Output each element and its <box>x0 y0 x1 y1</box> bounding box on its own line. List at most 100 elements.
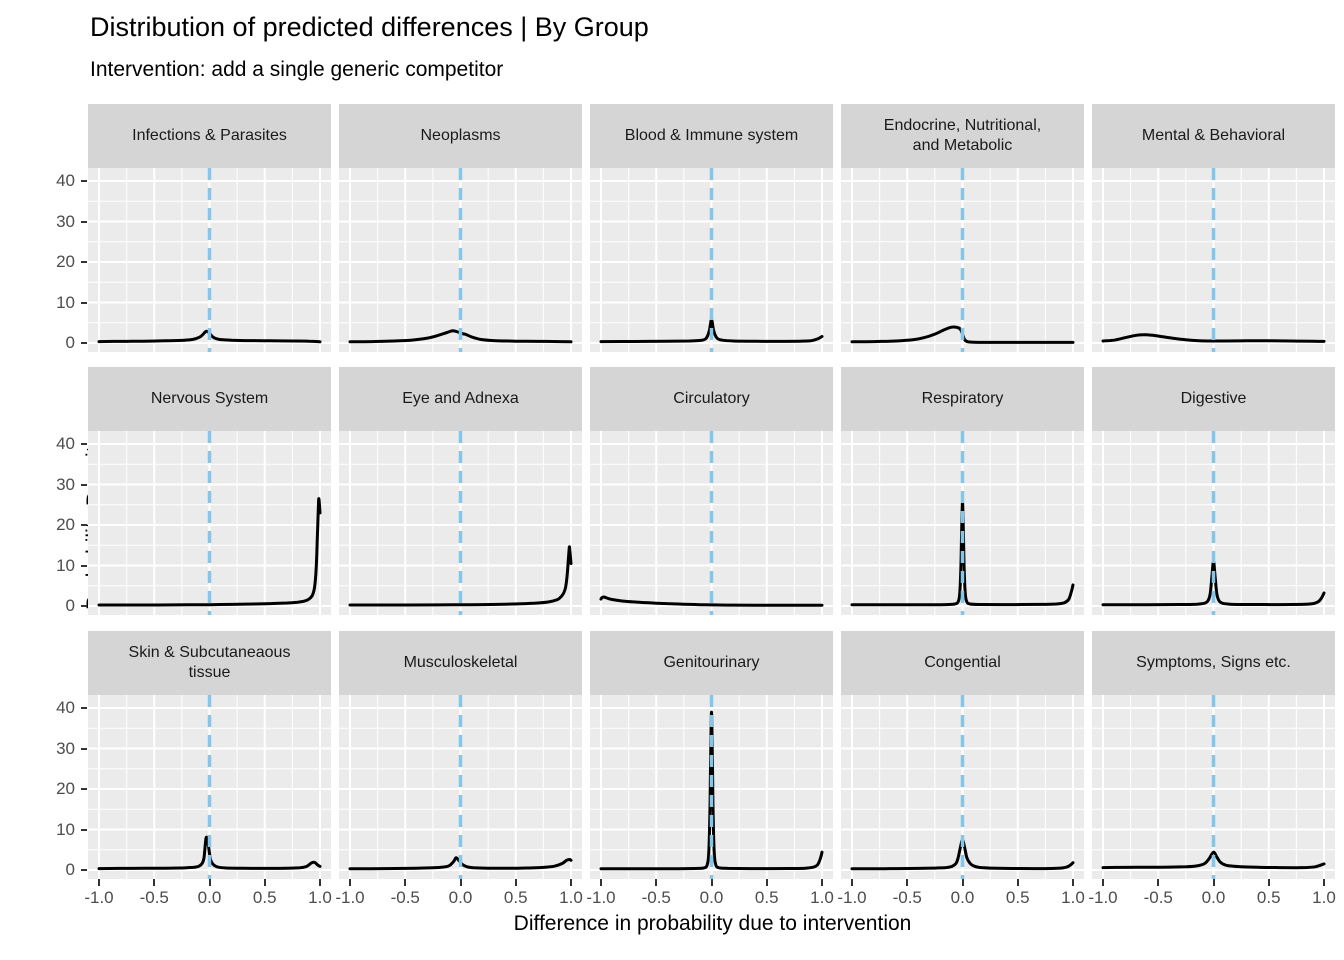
x-tick-mark <box>263 879 266 886</box>
facet-panel <box>88 695 331 879</box>
chart-title: Distribution of predicted differences | … <box>90 12 649 42</box>
x-tick-label: 0.0 <box>448 888 473 907</box>
x-tick-mark <box>514 879 517 886</box>
x-tick-label: 0.5 <box>252 888 277 907</box>
facet-plot <box>841 431 1084 615</box>
y-tick-label: 10 <box>56 292 75 312</box>
x-tick-mark <box>710 879 713 886</box>
chart-subtitle: Intervention: add a single generic compe… <box>90 58 504 81</box>
x-tick-label: -0.5 <box>892 888 922 907</box>
x-tick-label: -1.0 <box>1088 888 1118 907</box>
x-tick-mark <box>570 879 572 886</box>
facet-panel <box>88 168 331 352</box>
facet-strip: Circulatory <box>590 367 833 431</box>
y-tick-label: 10 <box>56 555 75 575</box>
y-tick-mark <box>81 524 87 526</box>
x-tick-label: 0.0 <box>197 888 222 907</box>
facet-plot <box>88 695 331 879</box>
facet-panel <box>339 168 582 352</box>
x-tick-mark <box>821 879 823 886</box>
x-tick-label: 1.0 <box>1061 888 1085 907</box>
x-tick-label: 0.5 <box>754 888 779 907</box>
facet-panel <box>1092 431 1335 615</box>
x-tick-mark <box>765 879 768 886</box>
facet-plot <box>1092 695 1335 879</box>
x-tick-mark <box>1157 879 1160 886</box>
x-tick-label: 1.0 <box>1312 888 1336 907</box>
facet-strip: Endocrine, Nutritional, and Metabolic <box>841 104 1084 168</box>
x-tick-mark <box>851 879 853 886</box>
y-tick-mark <box>81 261 87 263</box>
x-tick-mark <box>1267 879 1270 886</box>
x-tick-mark <box>906 879 909 886</box>
facet-plot <box>1092 431 1335 615</box>
density-curve <box>348 856 573 871</box>
y-tick-label: 40 <box>56 698 75 717</box>
x-tick-label: 0.5 <box>503 888 528 907</box>
facet-panel <box>841 695 1084 879</box>
x-tick-label: -1.0 <box>837 888 867 907</box>
x-tick-mark <box>349 879 351 886</box>
facet-panel <box>339 431 582 615</box>
facet-plot <box>339 695 582 879</box>
x-tick-mark <box>1212 879 1215 886</box>
x-tick-label: -0.5 <box>390 888 420 907</box>
facet-strip: Nervous System <box>88 367 331 431</box>
facet-plot <box>841 168 1084 352</box>
y-tick-mark <box>81 564 87 567</box>
facet-panel <box>841 168 1084 352</box>
facet-strip: Skin & Subcutaneaous tissue <box>88 631 331 695</box>
x-tick-mark <box>1102 879 1104 886</box>
x-tick-label: 0.5 <box>1256 888 1281 907</box>
facet-panel <box>1092 695 1335 879</box>
density-curve <box>599 595 824 607</box>
x-tick-label: 1.0 <box>559 888 583 907</box>
y-tick-mark <box>81 342 87 344</box>
density-curve <box>1101 333 1326 343</box>
x-tick-label: -1.0 <box>586 888 616 907</box>
y-tick-mark <box>81 443 87 445</box>
y-tick-label: 20 <box>56 252 75 271</box>
x-tick-label: -0.5 <box>139 888 169 907</box>
facet-strip: Symptoms, Signs etc. <box>1092 631 1335 695</box>
facet-panel <box>841 431 1084 615</box>
x-tick-mark <box>961 879 964 886</box>
facet-plot <box>339 168 582 352</box>
y-tick-label: 30 <box>56 211 75 231</box>
y-tick-mark <box>81 788 87 790</box>
x-tick-label: 1.0 <box>810 888 834 907</box>
density-curve <box>1101 559 1326 607</box>
density-curve <box>97 835 322 871</box>
x-tick-mark <box>319 879 321 886</box>
y-tick-label: 20 <box>56 515 75 534</box>
facet-strip: Genitourinary <box>590 631 833 695</box>
x-tick-mark <box>98 879 100 886</box>
x-tick-mark <box>600 879 602 886</box>
facet-plot <box>88 168 331 352</box>
facet-strip: Congential <box>841 631 1084 695</box>
facet-strip: Eye and Adnexa <box>339 367 582 431</box>
facet-plot <box>590 168 833 352</box>
y-tick-mark <box>81 301 87 304</box>
x-tick-mark <box>208 879 211 886</box>
x-tick-mark <box>404 879 407 886</box>
y-tick-label: 0 <box>65 860 75 879</box>
facet-strip: Musculoskeletal <box>339 631 582 695</box>
x-tick-label: -1.0 <box>84 888 114 907</box>
facet-strip: Digestive <box>1092 367 1335 431</box>
facet-plot <box>590 695 833 879</box>
y-tick-label: 20 <box>56 779 75 798</box>
x-tick-label: -1.0 <box>335 888 365 907</box>
y-tick-mark <box>81 747 87 750</box>
x-tick-label: -0.5 <box>641 888 671 907</box>
facet-strip: Neoplasms <box>339 104 582 168</box>
y-tick-mark <box>81 605 87 607</box>
density-curve <box>1101 850 1326 870</box>
facet-plot <box>590 431 833 615</box>
y-tick-label: 40 <box>56 171 75 190</box>
facet-plot <box>1092 168 1335 352</box>
x-tick-mark <box>655 879 658 886</box>
x-tick-label: 1.0 <box>308 888 332 907</box>
x-tick-mark <box>1016 879 1019 886</box>
